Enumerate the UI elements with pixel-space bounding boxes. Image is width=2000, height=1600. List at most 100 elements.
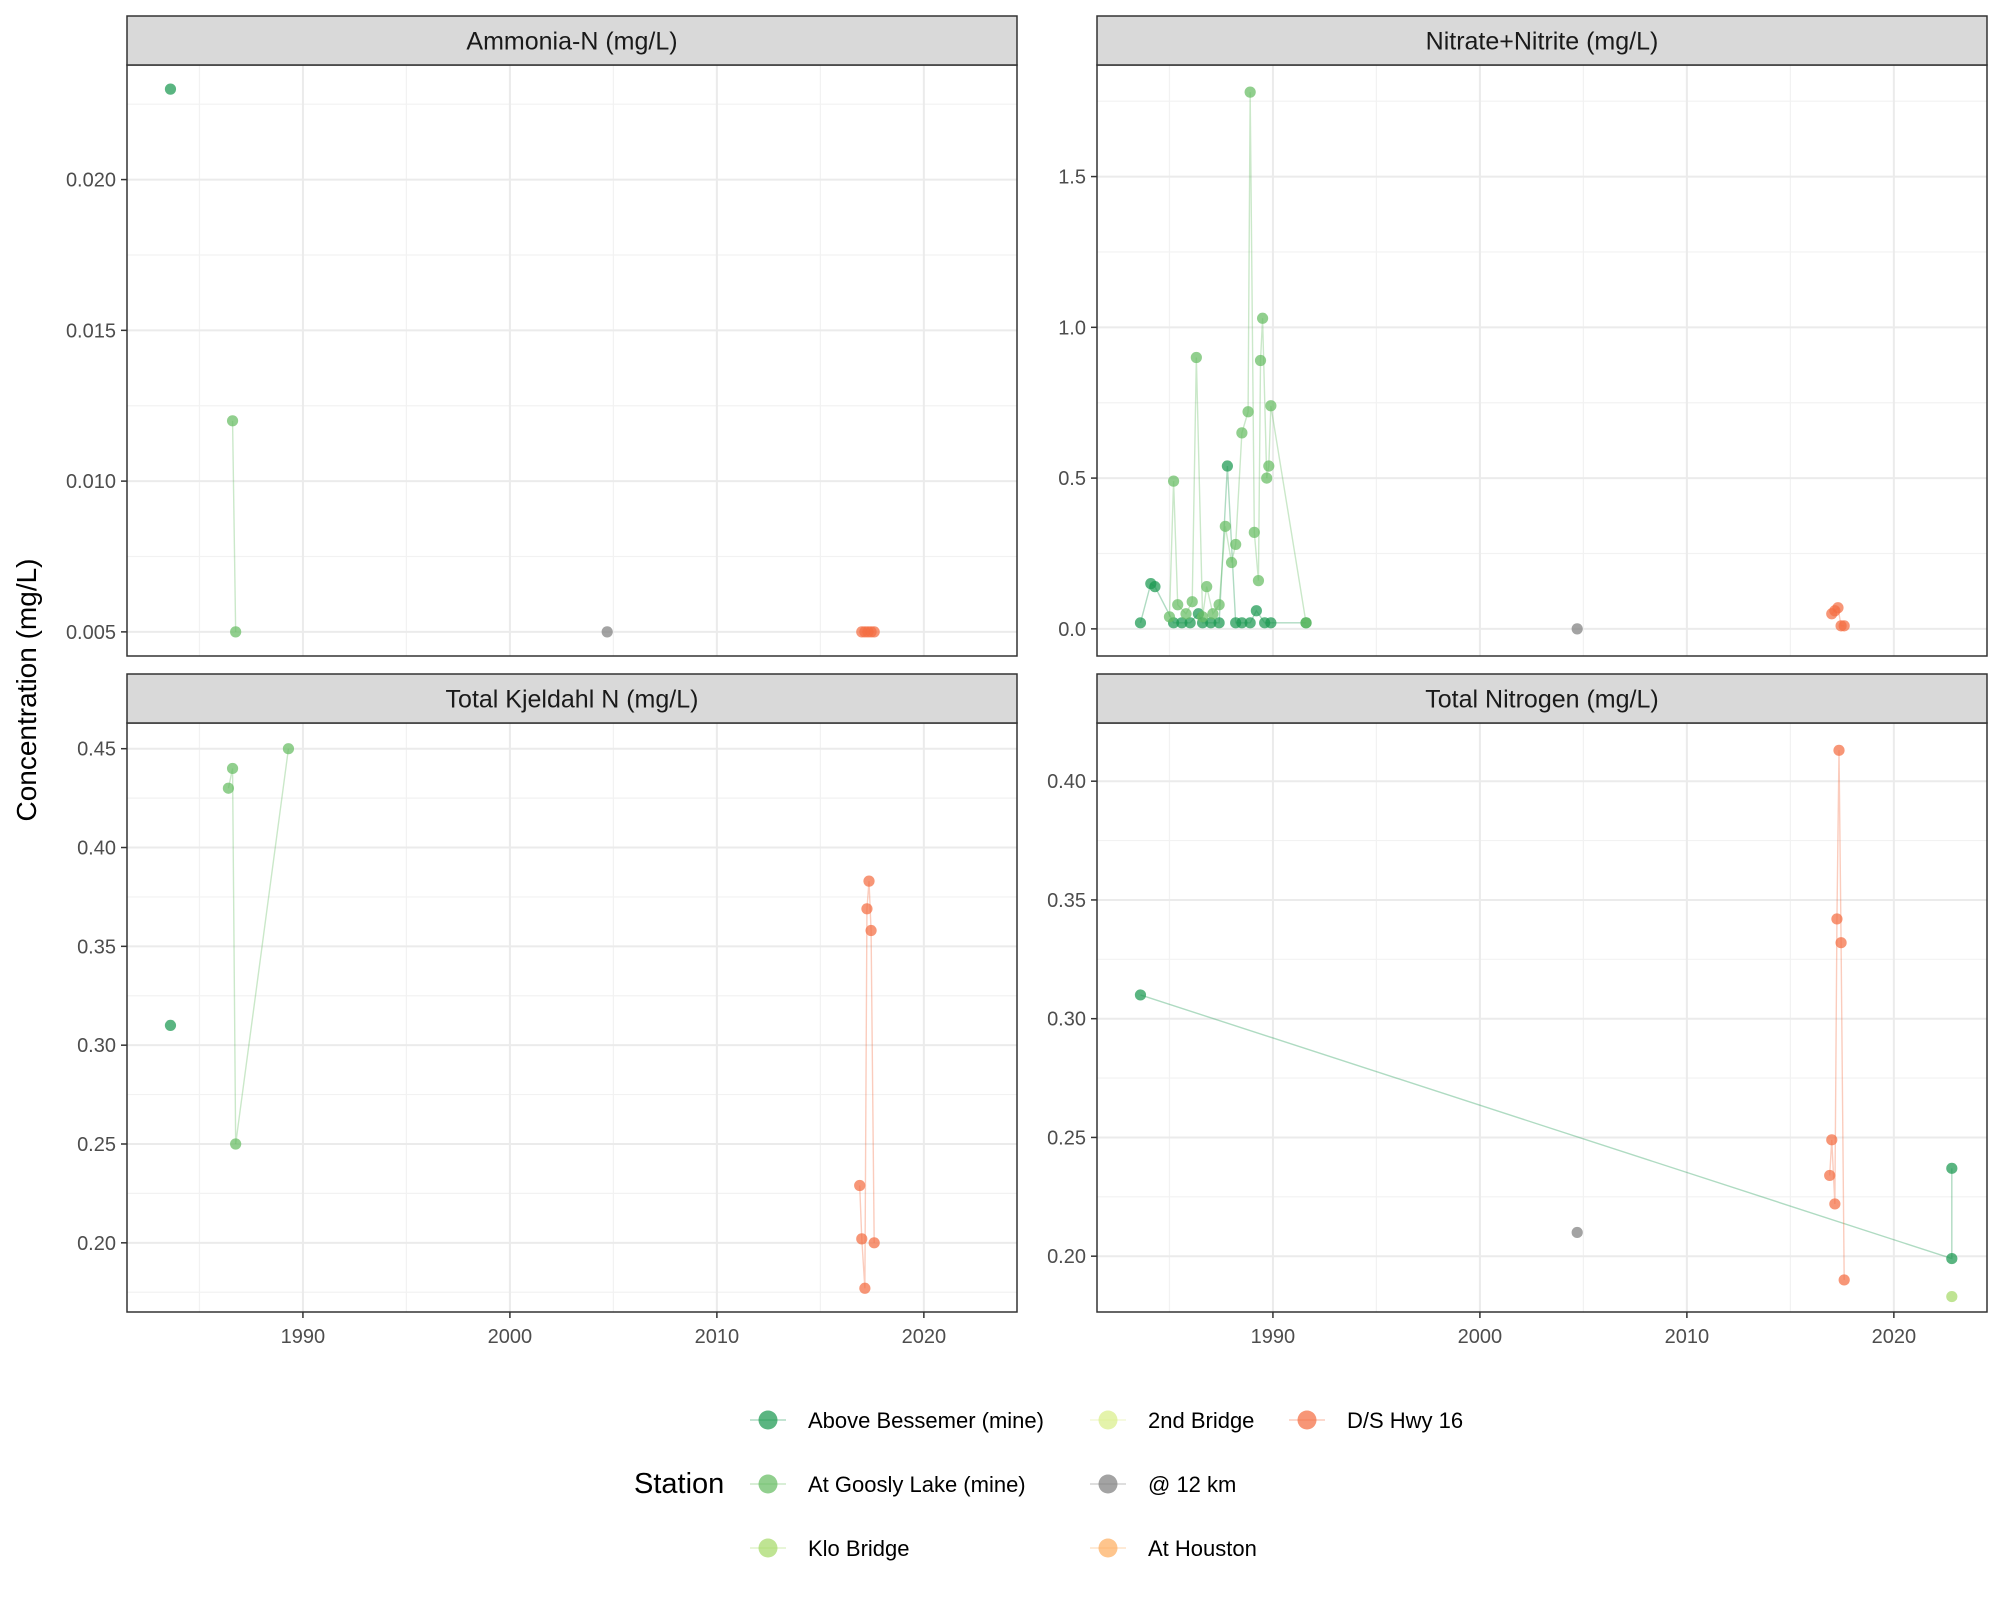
facet-panel-1: Ammonia-N (mg/L) 0.005 0.010 0.015 0.020 — [66, 15, 1018, 657]
data-point — [1201, 581, 1213, 593]
legend-key-point — [758, 1538, 778, 1558]
data-point — [1252, 575, 1265, 587]
data-point — [1134, 617, 1147, 629]
series-d-s-hwy-16 — [854, 875, 880, 1294]
legend-key-point — [1098, 1474, 1118, 1494]
data-point — [230, 1138, 242, 1150]
data-point — [1838, 1274, 1850, 1286]
data-point — [1219, 520, 1231, 532]
data-point — [1244, 617, 1256, 629]
data-point — [1824, 1169, 1836, 1182]
data-point — [164, 83, 177, 95]
panel-border — [126, 722, 1018, 1313]
y-tick-label: 0.20 — [77, 1233, 116, 1255]
data-point — [1184, 617, 1196, 629]
x-tick-label: 2000 — [1458, 1326, 1503, 1348]
facet-strip — [1096, 15, 1988, 66]
legend-entry: 2nd Bridge — [1090, 1408, 1254, 1433]
data-point — [865, 924, 877, 937]
series-above-bessemer-mine- — [164, 1019, 177, 1032]
x-tick-label: 2000 — [488, 1326, 533, 1348]
data-point — [1213, 599, 1225, 611]
series-line — [227, 748, 290, 1145]
legend-label: At Goosly Lake (mine) — [808, 1472, 1026, 1497]
data-point — [282, 743, 295, 755]
series-above-bessemer-mine- — [1134, 989, 1958, 1265]
data-point — [1946, 1252, 1958, 1265]
data-point — [1571, 623, 1583, 635]
x-tick-label: 2010 — [695, 1326, 740, 1348]
legend-entry: At Goosly Lake (mine) — [750, 1472, 1026, 1497]
y-tick-label: 0.015 — [66, 320, 116, 342]
legend-title: Station — [634, 1468, 724, 1500]
series-above-bessemer-mine- — [164, 83, 177, 95]
y-tick-label: 0.0 — [1058, 619, 1086, 641]
data-point — [1829, 1198, 1841, 1210]
y-tick-label: 0.20 — [1047, 1246, 1086, 1268]
legend-key-point — [1098, 1538, 1118, 1558]
data-point — [1826, 1134, 1838, 1146]
x-tick-label: 2010 — [1665, 1326, 1710, 1348]
series-d-s-hwy-16 — [1826, 602, 1850, 632]
data-point — [222, 782, 235, 794]
data-point — [1256, 312, 1269, 324]
y-tick-label: 0.30 — [1047, 1009, 1086, 1031]
data-point — [1263, 460, 1275, 472]
series-klo-bridge — [1946, 1290, 1958, 1303]
y-tick-label: 0.45 — [77, 739, 116, 761]
series-at-goosly-lake-mine- — [226, 415, 242, 638]
data-point — [1242, 406, 1254, 418]
legend-key-point — [1098, 1410, 1118, 1430]
series-d-s-hwy-16 — [1824, 744, 1850, 1286]
data-point — [868, 1237, 880, 1249]
y-tick-label: 0.010 — [66, 471, 116, 493]
facet-panel-3: Total Kjeldahl N (mg/L) 0.20 0.25 0.30 0.35 0… — [77, 673, 1018, 1348]
y-tick-label: 0.40 — [1047, 771, 1086, 793]
series-line — [1140, 994, 1953, 1260]
legend-label: @ 12 km — [1148, 1472, 1236, 1497]
data-point — [1163, 611, 1176, 623]
legend-key-point — [758, 1474, 778, 1494]
legend-entry: Klo Bridge — [750, 1536, 910, 1561]
data-point — [1248, 526, 1260, 538]
y-tick-label: 0.005 — [66, 622, 116, 644]
data-point — [859, 1282, 871, 1294]
y-tick-label: 0.5 — [1058, 468, 1086, 490]
data-point — [1196, 611, 1209, 623]
data-point — [868, 626, 880, 638]
series-line — [231, 420, 237, 632]
legend-label: Above Bessemer (mine) — [808, 1408, 1044, 1433]
data-point — [1149, 581, 1161, 593]
data-point — [1207, 608, 1219, 620]
legend-entry: D/S Hwy 16 — [1289, 1408, 1463, 1433]
data-point — [1261, 472, 1273, 484]
data-point — [1244, 86, 1256, 98]
series--12-km — [1571, 1226, 1583, 1239]
legend-key-point — [758, 1410, 778, 1430]
legend-entry: Above Bessemer (mine) — [750, 1408, 1044, 1433]
panel-border — [126, 64, 1018, 657]
y-tick-label: 1.0 — [1058, 317, 1086, 339]
x-tick-label: 1990 — [281, 1326, 326, 1348]
series-d-s-hwy-16 — [856, 626, 880, 638]
data-point — [1250, 605, 1262, 617]
series-line — [858, 881, 875, 1289]
data-point — [1134, 989, 1147, 1001]
y-tick-label: 0.40 — [77, 838, 116, 860]
panel-border — [1096, 722, 1988, 1313]
data-point — [1838, 620, 1850, 632]
data-point — [1254, 354, 1267, 367]
data-point — [164, 1019, 177, 1032]
data-point — [861, 903, 873, 915]
data-point — [856, 1233, 868, 1245]
data-point — [1571, 1226, 1583, 1239]
data-point — [1176, 617, 1188, 629]
y-tick-label: 0.35 — [77, 936, 116, 958]
x-tick-label: 2020 — [902, 1326, 947, 1348]
data-point — [1236, 617, 1248, 629]
data-point — [230, 626, 242, 638]
series--12-km — [1571, 623, 1583, 635]
series-at-goosly-lake-mine- — [1163, 86, 1312, 629]
facet-panel-2: Nitrate+Nitrite (mg/L) 0.0 0.5 1.0 1.5 — [1058, 15, 1988, 657]
